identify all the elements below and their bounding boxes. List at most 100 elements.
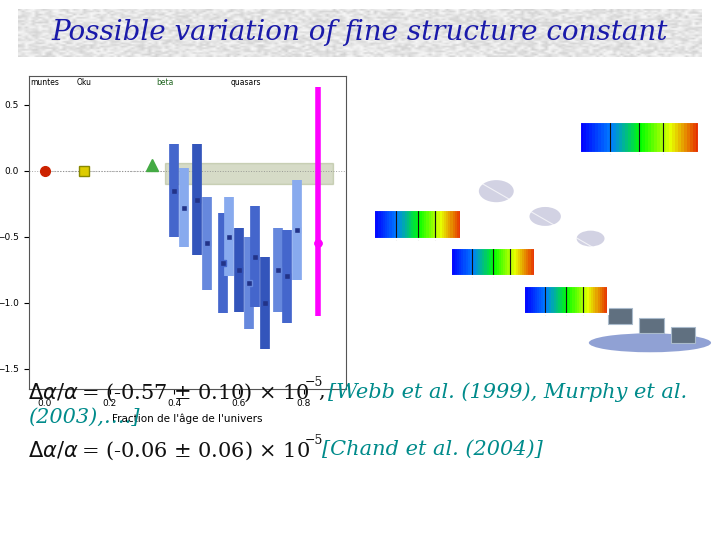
Point (668, 140, 680, 149)
Bar (639, 122, 642, 153)
Bar (528, 248, 531, 276)
Bar (580, 122, 699, 153)
Text: v: v (637, 163, 642, 168)
Point (387, 168, 399, 177)
Bar (437, 210, 439, 239)
Bar (508, 248, 510, 276)
Bar (669, 122, 672, 153)
Bar (374, 210, 462, 239)
Bar (634, 122, 636, 153)
Point (520, 336, 531, 345)
Ellipse shape (577, 231, 605, 246)
Bar (672, 122, 675, 153)
Point (500, 131, 511, 139)
Bar (472, 248, 474, 276)
Point (384, 258, 395, 266)
Bar (581, 286, 583, 314)
Bar (428, 210, 431, 239)
Bar (442, 210, 444, 239)
Point (535, 221, 546, 230)
Point (474, 97, 486, 105)
Point (551, 92, 562, 100)
Bar (411, 210, 413, 239)
Point (369, 274, 381, 283)
Bar (413, 210, 415, 239)
Text: quasars: quasars (230, 78, 261, 87)
Bar (478, 248, 480, 276)
Bar (400, 210, 402, 239)
Bar (642, 122, 645, 153)
Bar (451, 210, 453, 239)
Bar (657, 122, 660, 153)
Bar (435, 210, 437, 239)
Text: Oku: Oku (76, 78, 91, 87)
Point (706, 249, 717, 258)
Point (541, 187, 552, 196)
Bar (678, 122, 681, 153)
Bar (468, 248, 469, 276)
Text: $\Delta\alpha/\alpha$ = (-0.57 ± 0.10) × 10: $\Delta\alpha/\alpha$ = (-0.57 ± 0.10) ×… (28, 382, 310, 404)
Bar (505, 248, 508, 276)
Bar (385, 210, 387, 239)
Point (570, 248, 581, 257)
Bar (451, 248, 535, 276)
Point (694, 296, 706, 305)
Text: −5: −5 (305, 376, 323, 389)
Bar (652, 122, 654, 153)
Point (527, 86, 539, 94)
Bar (690, 122, 693, 153)
Point (639, 100, 650, 109)
Bar (675, 122, 678, 153)
Text: ,: , (318, 382, 325, 401)
Bar (600, 286, 602, 314)
Bar (693, 122, 696, 153)
Bar (453, 248, 455, 276)
Point (530, 300, 541, 309)
Point (369, 267, 380, 276)
Bar (485, 248, 487, 276)
Bar (598, 122, 601, 153)
Point (435, 374, 446, 382)
Bar (604, 286, 606, 314)
Bar (466, 248, 468, 276)
Point (688, 282, 699, 291)
Bar (572, 286, 575, 314)
Bar (390, 210, 392, 239)
Bar (383, 210, 385, 239)
Point (570, 142, 581, 151)
Bar (469, 248, 472, 276)
Bar (387, 210, 390, 239)
Bar (591, 286, 593, 314)
Point (397, 88, 409, 97)
Point (365, 188, 377, 197)
Bar (589, 286, 591, 314)
Bar (537, 286, 539, 314)
Point (412, 175, 423, 184)
Bar (422, 210, 424, 239)
Bar (405, 210, 407, 239)
Bar (524, 286, 526, 314)
Bar (426, 210, 428, 239)
Point (374, 276, 386, 285)
Bar (610, 122, 613, 153)
Point (513, 168, 524, 177)
Bar (462, 248, 464, 276)
Bar (595, 286, 598, 314)
Bar (613, 122, 616, 153)
Bar (379, 210, 381, 239)
Bar (671, 327, 696, 343)
Bar (424, 210, 426, 239)
Text: [Chand et al. (2004)]: [Chand et al. (2004)] (322, 440, 543, 459)
Bar (446, 210, 449, 239)
Point (566, 64, 577, 73)
Bar (459, 210, 462, 239)
Bar (564, 286, 566, 314)
Bar (474, 248, 476, 276)
Point (466, 278, 477, 286)
Point (368, 271, 379, 279)
Bar (501, 248, 503, 276)
Bar (415, 210, 418, 239)
Bar (606, 286, 608, 314)
Point (504, 342, 516, 350)
Point (377, 373, 389, 382)
